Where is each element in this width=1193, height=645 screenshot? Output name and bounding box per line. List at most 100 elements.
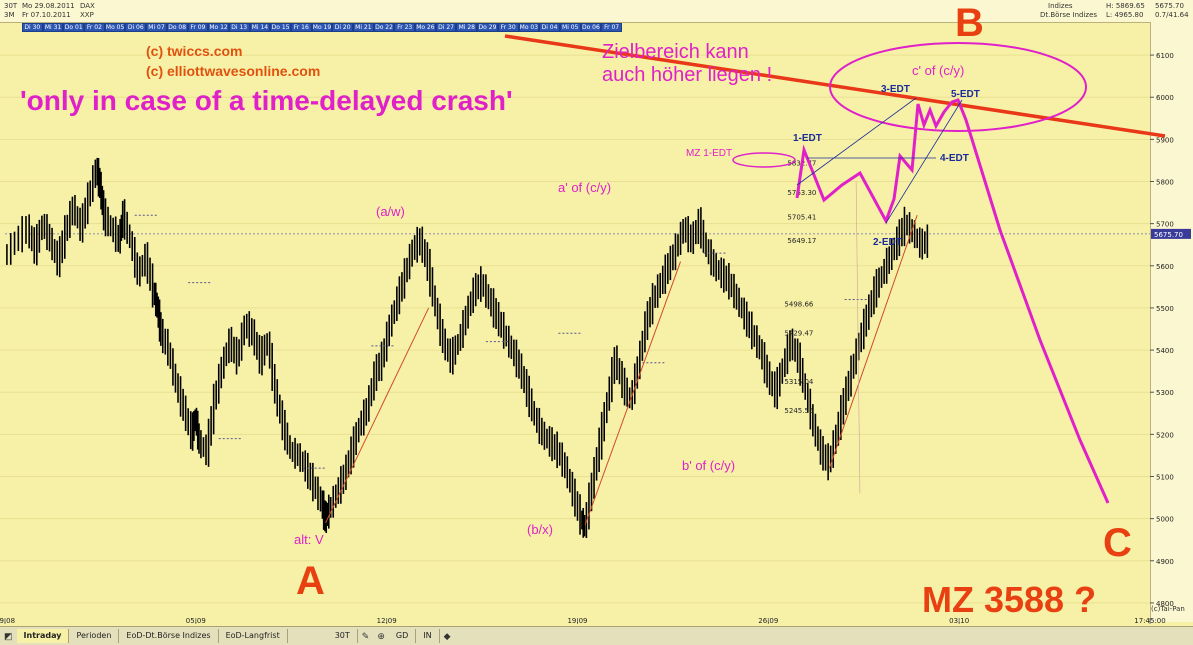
day-label: Fr 07: [601, 23, 622, 32]
x-tick-label: 19.09: [567, 617, 587, 625]
day-label: Di 06: [125, 23, 147, 32]
price-level-label: 5763.30: [787, 189, 816, 197]
last-price-label: 5675.70: [1154, 231, 1183, 239]
tab-eod-langfrist[interactable]: EoD-Langfrist: [219, 629, 288, 643]
x-tick-label: 26.09: [758, 617, 778, 625]
edt-label-2: 2-EDT: [873, 237, 902, 248]
header-range: 3M: [4, 11, 15, 19]
chart-header: 30T Mo 29.08.2011 DAX 3M Fr 07.10.2011 X…: [0, 0, 1193, 23]
edt-channel-upper: [796, 97, 917, 186]
headline: 'only in case of a time-delayed crash': [20, 85, 513, 116]
day-label: Do 06: [580, 23, 602, 32]
chart-type-icon[interactable]: ◩: [4, 630, 13, 641]
pen-icon[interactable]: ✎: [361, 630, 370, 641]
y-tick-label: 5300: [1156, 389, 1174, 397]
target-text-1: Zielbereich kann: [602, 41, 749, 63]
price-level-label: 5315.04: [784, 378, 813, 386]
mz-target-label: MZ 3588 ?: [922, 579, 1096, 620]
day-label: Di 27: [435, 23, 457, 32]
y-tick-label: 5200: [1156, 431, 1174, 439]
day-label: Do 22: [373, 23, 395, 32]
header-high: H: 5869.65: [1106, 2, 1145, 10]
level-stem: [855, 181, 861, 494]
price-level-label: 5498.66: [784, 300, 813, 308]
day-label: Mi 14: [249, 23, 271, 32]
edt-channel-lower: [885, 99, 963, 224]
header-last: 5675.70: [1155, 2, 1184, 10]
day-label-row: Di 30 Mi 31 Do 01 Fr 02 Mo 05 Di 06 Mi 07 Do 08…: [22, 23, 622, 32]
x-tick-label: 03.10: [949, 617, 969, 625]
color-icon[interactable]: ◆: [443, 630, 451, 641]
y-tick-label: 4800: [1156, 600, 1174, 608]
wave-label-aw: (a/w): [376, 204, 405, 219]
y-tick-label: 5900: [1156, 136, 1174, 144]
tab-intraday[interactable]: Intraday: [16, 629, 70, 643]
in-button[interactable]: IN: [416, 629, 440, 643]
forecast-wave: [795, 98, 1110, 504]
wave-label-c: C: [1103, 521, 1132, 565]
header-symbol: DAX: [80, 2, 95, 10]
y-tick-label: 5400: [1156, 347, 1174, 355]
y-tick-label: 5000: [1156, 516, 1174, 524]
day-label: Di 20: [332, 23, 353, 32]
header-end-date: Fr 07.10.2011: [22, 11, 71, 19]
x-tick-label: 05.09: [186, 617, 206, 625]
copyright-1: (c) twiccs.com: [146, 43, 242, 59]
price-level-label: 5649.17: [787, 237, 816, 245]
gd-button[interactable]: GD: [389, 629, 417, 643]
wave-label-bx: (b/x): [527, 522, 553, 537]
x-tick-label: 29.08: [0, 617, 15, 625]
day-label: Di 13: [228, 23, 250, 32]
price-axis: [1150, 22, 1193, 622]
day-label: Mi 05: [559, 23, 581, 32]
target-text-2: auch höher liegen !: [602, 64, 772, 86]
y-tick-label: 4900: [1156, 558, 1174, 566]
wave-label-cprime: c' of (c/y): [912, 63, 964, 78]
price-level-label: 5705.41: [787, 213, 816, 221]
day-label: Mi 31: [42, 23, 64, 32]
day-label: Fr 09: [187, 23, 209, 32]
wave-label-aprime: a' of (c/y): [558, 180, 611, 195]
day-label: Mo 12: [208, 23, 229, 32]
trend-line-c: [828, 215, 918, 469]
resistance-line: [504, 34, 1166, 138]
tab-eod-indizes[interactable]: EoD-Dt.Börse Indizes: [119, 629, 219, 643]
header-interval: 30T: [4, 2, 18, 10]
wave-label-bprime: b' of (c/y): [682, 458, 735, 473]
bottom-toolbar: ◩ Intraday Perioden EoD-Dt.Börse Indizes…: [0, 626, 1193, 645]
header-change: 0.7/41.64: [1155, 11, 1189, 19]
x-tick-label: 17:45:00: [1134, 617, 1165, 625]
target-ellipse: [829, 42, 1087, 132]
day-label: Mo 26: [415, 23, 436, 32]
wave-label-b: B: [955, 1, 984, 45]
day-label: Do 08: [166, 23, 188, 32]
y-tick-label: 5800: [1156, 179, 1174, 187]
price-level-label: 5429.47: [784, 330, 813, 338]
interval-select[interactable]: 30T: [328, 629, 358, 643]
edt-label-3: 3-EDT: [881, 84, 910, 95]
tab-perioden[interactable]: Perioden: [69, 629, 120, 643]
header-low: L: 4965.80: [1106, 11, 1144, 19]
header-market-group: Dt.Börse Indizes: [1040, 11, 1098, 19]
mz-1edt-label: MZ 1-EDT: [686, 148, 732, 159]
zoom-icon[interactable]: ⊕: [377, 630, 385, 641]
header-market: Indizes: [1048, 2, 1073, 10]
edt-label-5: 5-EDT: [951, 89, 980, 100]
day-label: Mi 07: [146, 23, 167, 32]
y-tick-label: 5500: [1156, 305, 1174, 313]
y-tick-label: 6100: [1156, 52, 1174, 60]
price-level-label: 5245.56: [784, 407, 813, 415]
wave-label-a: A: [296, 559, 325, 603]
trend-line-a: [325, 307, 430, 524]
footer-credit: (c)Tai-Pan: [1151, 605, 1185, 613]
day-label: Mo 03: [518, 23, 540, 32]
day-label: Mi 28: [456, 23, 478, 32]
day-label: Fr 30: [497, 23, 519, 32]
header-exchange: XXP: [80, 11, 94, 19]
day-label: Do 29: [477, 23, 498, 32]
y-tick-label: 5100: [1156, 474, 1174, 482]
day-label: Do 01: [63, 23, 85, 32]
y-tick-label: 5600: [1156, 263, 1174, 271]
last-price-box: [1151, 228, 1191, 239]
